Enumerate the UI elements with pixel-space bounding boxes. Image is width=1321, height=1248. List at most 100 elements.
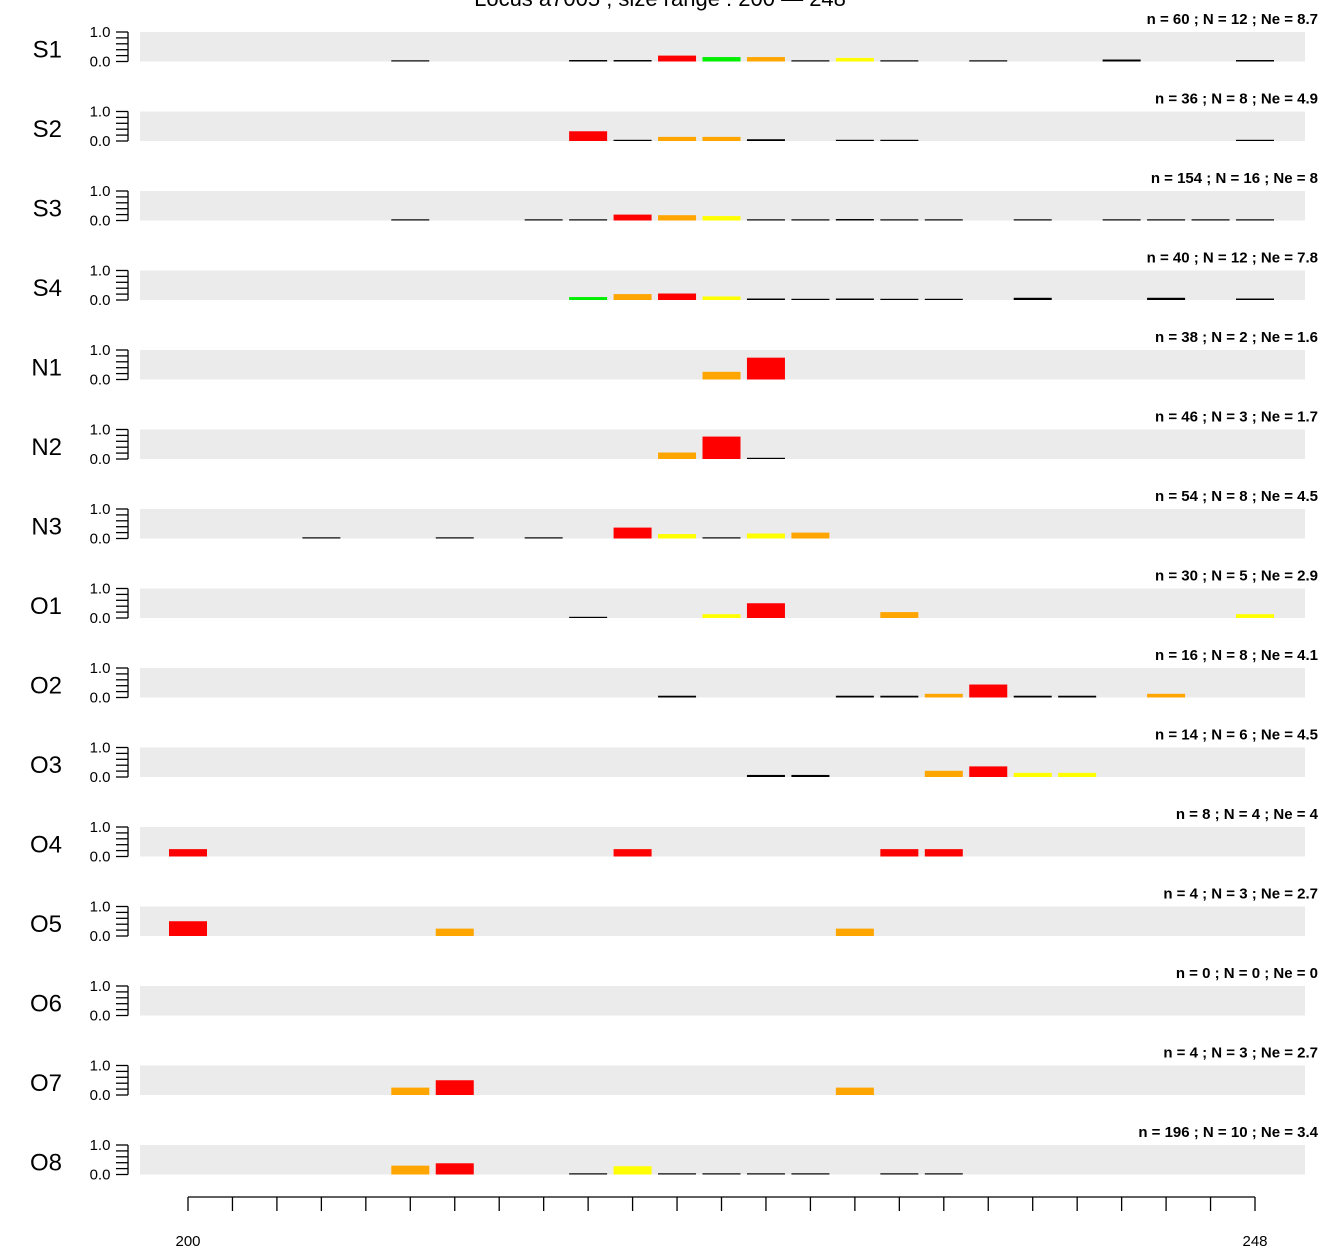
bar xyxy=(658,1173,697,1175)
y-tick-label: 0.0 xyxy=(90,451,111,468)
panel-background xyxy=(140,827,1305,857)
x-tick-label: 248 xyxy=(1242,1233,1267,1248)
panel-background xyxy=(140,191,1305,221)
bar xyxy=(658,695,697,698)
bar xyxy=(702,436,741,459)
bar xyxy=(880,695,919,698)
y-tick-label: 1.0 xyxy=(90,422,111,439)
bar xyxy=(1236,60,1274,62)
panel-label: N1 xyxy=(31,355,62,382)
bar xyxy=(746,219,785,221)
bar xyxy=(1236,219,1274,221)
bar xyxy=(524,537,563,539)
bar xyxy=(613,139,652,141)
panel-stats: n = 196 ; N = 10 ; Ne = 3.4 xyxy=(1138,1124,1318,1141)
bar xyxy=(746,774,785,777)
y-tick-label: 1.0 xyxy=(90,342,111,359)
bar xyxy=(569,131,608,141)
bar xyxy=(658,55,697,62)
bar xyxy=(1013,772,1052,777)
panel-background xyxy=(140,747,1305,777)
bar xyxy=(613,214,652,221)
bar xyxy=(702,537,741,539)
bar xyxy=(835,1087,874,1095)
bar xyxy=(924,1173,963,1175)
bar xyxy=(1236,298,1274,300)
bar xyxy=(1236,614,1274,618)
bar xyxy=(969,60,1008,62)
bar xyxy=(569,1173,608,1175)
bar xyxy=(924,298,963,300)
chart-title: Locus a7005 ; size range : 200 — 248 xyxy=(474,0,846,11)
bar xyxy=(880,612,919,618)
panel-stats: n = 54 ; N = 8 ; Ne = 4.5 xyxy=(1155,488,1318,505)
panel-stats: n = 8 ; N = 4 ; Ne = 4 xyxy=(1176,806,1319,823)
bar xyxy=(569,60,608,62)
bar xyxy=(391,60,430,62)
y-tick-label: 1.0 xyxy=(90,263,111,280)
bar xyxy=(1147,219,1186,221)
y-tick-label: 0.0 xyxy=(90,610,111,627)
x-tick-label: 200 xyxy=(175,1233,200,1248)
panel-background xyxy=(140,1065,1305,1095)
bar xyxy=(169,921,207,936)
bar xyxy=(835,57,874,62)
y-tick-label: 0.0 xyxy=(90,849,111,866)
panel-label: O6 xyxy=(30,991,62,1018)
bar xyxy=(613,294,652,300)
y-tick-label: 0.0 xyxy=(90,928,111,945)
bar xyxy=(924,770,963,777)
panel-stats: n = 30 ; N = 5 ; Ne = 2.9 xyxy=(1155,568,1318,585)
panel-background xyxy=(140,270,1305,300)
bar xyxy=(569,297,608,300)
y-tick-label: 1.0 xyxy=(90,1058,111,1075)
bar xyxy=(880,60,919,62)
panel-label: S4 xyxy=(33,275,62,302)
panel-label: N3 xyxy=(31,514,62,541)
panel-background xyxy=(140,588,1305,618)
bar xyxy=(1058,695,1097,698)
panel-background xyxy=(140,509,1305,539)
bar xyxy=(613,849,652,857)
y-tick-label: 1.0 xyxy=(90,740,111,757)
bar xyxy=(746,603,785,618)
bar xyxy=(969,684,1008,698)
bar xyxy=(880,298,919,300)
y-tick-label: 1.0 xyxy=(90,104,111,121)
bar xyxy=(746,357,785,380)
panel-label: O7 xyxy=(30,1070,62,1097)
bar xyxy=(524,219,563,221)
bar xyxy=(1147,297,1186,300)
panel-stats: n = 60 ; N = 12 ; Ne = 8.7 xyxy=(1147,11,1318,28)
bar xyxy=(658,452,697,459)
y-tick-label: 0.0 xyxy=(90,213,111,230)
panel-label: O5 xyxy=(30,911,62,938)
bar xyxy=(391,219,430,221)
bar xyxy=(924,693,963,698)
y-tick-label: 1.0 xyxy=(90,660,111,677)
bar xyxy=(658,534,697,539)
bar xyxy=(969,766,1008,777)
bar xyxy=(835,219,874,221)
bar xyxy=(835,298,874,300)
bar xyxy=(835,928,874,936)
bar xyxy=(791,298,830,300)
bar xyxy=(435,928,474,936)
bar xyxy=(924,849,963,857)
bar xyxy=(613,1166,652,1175)
y-tick-label: 1.0 xyxy=(90,581,111,598)
bar xyxy=(658,293,697,300)
bar xyxy=(169,849,207,857)
panel-label: S3 xyxy=(33,196,62,223)
bar xyxy=(391,1165,430,1175)
y-tick-label: 1.0 xyxy=(90,899,111,916)
panel-background xyxy=(140,1145,1305,1175)
bar xyxy=(746,457,785,459)
bar xyxy=(658,136,697,141)
panel-stats: n = 0 ; N = 0 ; Ne = 0 xyxy=(1176,965,1318,982)
y-tick-label: 0.0 xyxy=(90,1008,111,1025)
y-tick-label: 1.0 xyxy=(90,501,111,518)
panel-stats: n = 36 ; N = 8 ; Ne = 4.9 xyxy=(1155,91,1318,108)
y-tick-label: 0.0 xyxy=(90,133,111,150)
y-tick-label: 0.0 xyxy=(90,54,111,71)
